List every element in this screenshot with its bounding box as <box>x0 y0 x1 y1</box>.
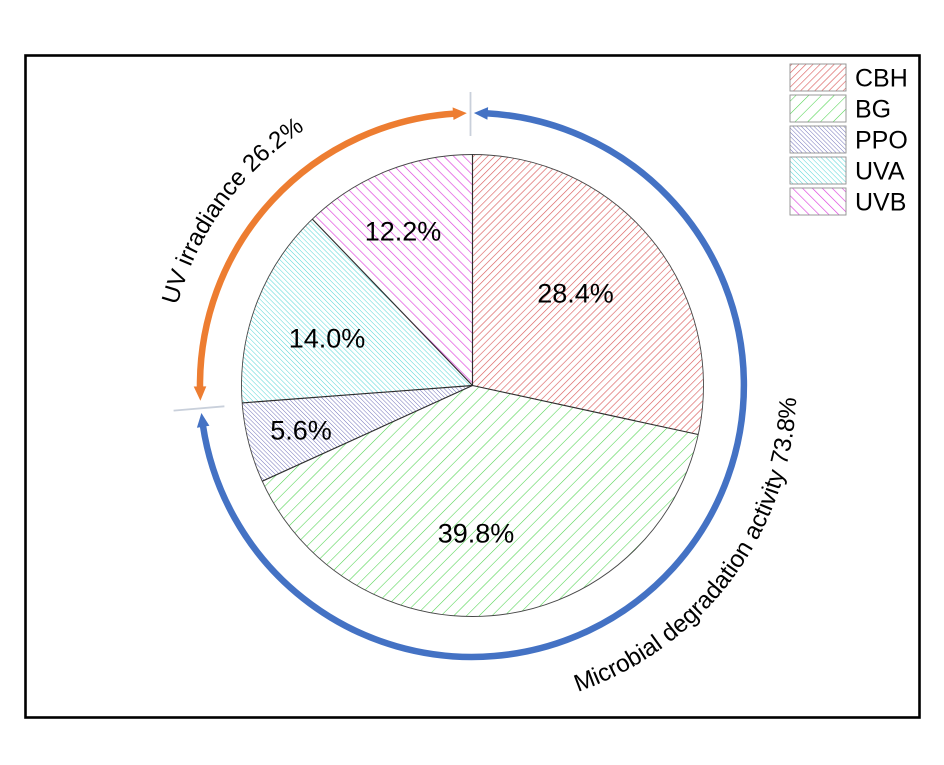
svg-text:28.4%: 28.4% <box>537 279 614 309</box>
svg-text:5.6%: 5.6% <box>270 416 332 446</box>
svg-text:BG: BG <box>855 96 891 124</box>
svg-text:PPO: PPO <box>855 127 908 155</box>
svg-text:12.2%: 12.2% <box>365 217 442 247</box>
svg-text:CBH: CBH <box>855 65 908 93</box>
svg-text:39.8%: 39.8% <box>438 519 515 549</box>
svg-text:UVB: UVB <box>855 189 906 217</box>
svg-text:UVA: UVA <box>855 158 905 186</box>
svg-text:14.0%: 14.0% <box>289 324 366 354</box>
